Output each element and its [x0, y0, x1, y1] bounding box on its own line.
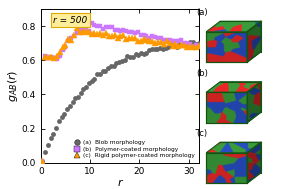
X-axis label: r: r	[117, 178, 122, 188]
Text: (c): (c)	[197, 129, 208, 138]
Text: r = 500: r = 500	[53, 15, 88, 25]
Legend: (a)  Blob morphology, (b)  Polymer-coated morphology, (c)  Rigid polymer-coated : (a) Blob morphology, (b) Polymer-coated …	[73, 139, 196, 160]
Text: (a): (a)	[197, 8, 208, 17]
Text: (b): (b)	[197, 69, 208, 78]
Y-axis label: $g_{AB}(r)$: $g_{AB}(r)$	[6, 70, 20, 102]
